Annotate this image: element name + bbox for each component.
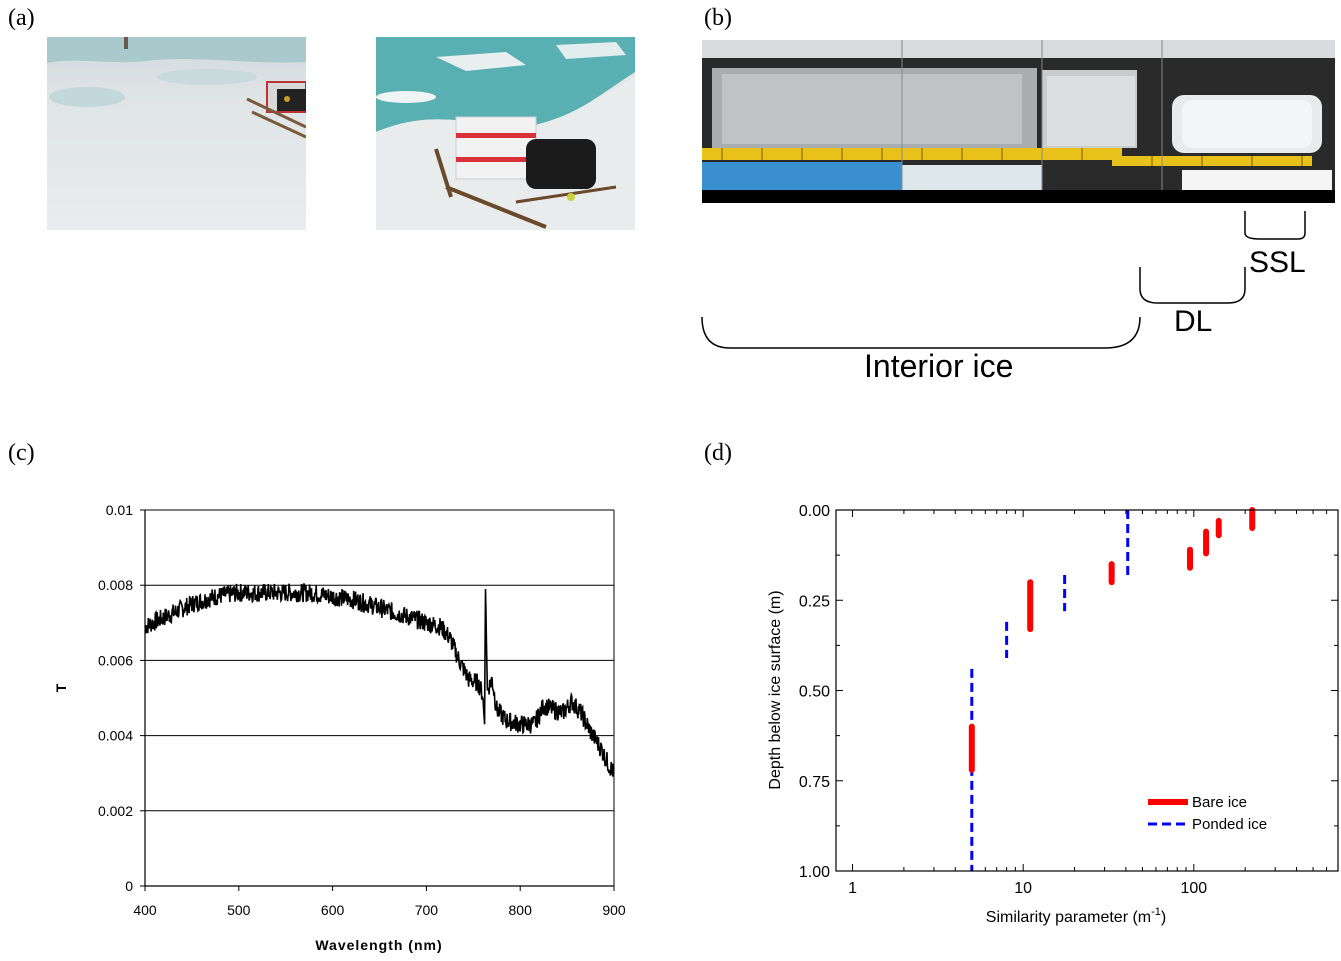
photo-sled-distant: [47, 37, 306, 230]
panel-label-d: (d): [704, 440, 732, 466]
y-tick-label: 0.002: [98, 803, 133, 819]
interior-brace: [701, 316, 1141, 349]
chart-d-ylabel: Depth below ice surface (m): [767, 590, 784, 789]
y-tick-label: 0.004: [98, 728, 133, 744]
panel-label-b: (b): [704, 5, 732, 31]
x-tick-label: 900: [602, 902, 626, 918]
x-tick-label: 800: [509, 902, 533, 918]
panel-label-a: (a): [8, 5, 35, 31]
y-tick-label: 0.006: [98, 652, 133, 668]
y-tick-label: 0.00: [799, 503, 830, 520]
y-tick-label: 0.01: [106, 502, 133, 518]
photo-sled-close: [376, 37, 635, 230]
ice-core-photo: [702, 40, 1335, 203]
chart-transmittance: 0 0.002 0.004 0.006 0.008 0.01 400 500 600 700 80…: [53, 502, 626, 953]
chart-d-legend: Bare ice Ponded ice: [1148, 794, 1267, 833]
y-tick-label: 1.00: [799, 864, 830, 881]
dl-brace: [1139, 267, 1246, 304]
y-tick-label: 0.75: [799, 774, 830, 791]
panel-label-c: (c): [8, 440, 35, 466]
ssl-label: SSL: [1249, 246, 1306, 279]
y-tick-label: 0.25: [799, 593, 830, 610]
x-tick-label: 600: [321, 902, 345, 918]
x-tick-label: 10: [1014, 880, 1032, 897]
dl-label: DL: [1174, 305, 1213, 338]
chart-similarity: 0.00 0.25 0.50 0.75 1.00 1 10 100 Bare ice Pond…: [767, 503, 1339, 926]
transmittance-line: [144, 583, 615, 777]
x-tick-label: 500: [227, 902, 251, 918]
y-tick-label: 0: [125, 878, 133, 894]
chart-c-ylabel: T: [53, 683, 69, 692]
y-tick-label: 0.50: [799, 684, 830, 701]
chart-c-xlabel: Wavelength (nm): [315, 937, 442, 953]
chart-d-xlabel: Similarity parameter (m-1): [986, 906, 1166, 926]
x-tick-label: 700: [415, 902, 439, 918]
x-tick-label: 100: [1180, 880, 1207, 897]
x-tick-label: 400: [133, 902, 157, 918]
ssl-brace: [1244, 211, 1306, 240]
x-tick-label: 1: [848, 880, 857, 897]
legend-label: Bare ice: [1192, 794, 1247, 811]
core-layer-braces: [701, 211, 1306, 349]
y-tick-label: 0.008: [98, 577, 133, 593]
interior-ice-label: Interior ice: [864, 348, 1014, 384]
legend-label: Ponded ice: [1192, 816, 1267, 833]
